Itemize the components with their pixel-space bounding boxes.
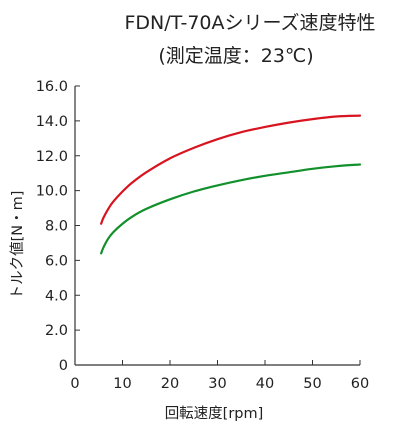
- chart-title: FDN/T-70Aシリーズ速度特性: [124, 12, 375, 34]
- y-tick-label: 10.0: [36, 184, 68, 200]
- y-tick-label: 16.0: [36, 79, 68, 95]
- y-tick-label: 6.0: [45, 253, 68, 269]
- axes: [74, 86, 360, 366]
- chart-subtitle: (測定温度：23℃): [158, 45, 313, 67]
- x-tick-label: 60: [351, 376, 369, 392]
- y-tick-label: 0: [59, 358, 68, 374]
- ticks: 0 10 20 30 40 50 60 0 2.0 4.0 6.0 8.0 10.0 12.0 14.0 16…: [36, 79, 370, 392]
- series-line-1: [100, 114, 362, 225]
- series-lines: [100, 114, 362, 255]
- y-tick-label: 2.0: [45, 323, 68, 339]
- x-tick-label: 20: [161, 376, 179, 392]
- x-axis-label: 回転速度[rpm]: [165, 405, 264, 422]
- x-tick-label: 30: [208, 376, 226, 392]
- y-tick-label: 4.0: [45, 288, 68, 304]
- x-tick-label: 0: [70, 376, 79, 392]
- series-line-2: [100, 163, 362, 255]
- x-tick-label: 40: [256, 376, 274, 392]
- y-tick-label: 8.0: [45, 219, 68, 235]
- y-axis-label: トルク値[N・m]: [9, 191, 26, 300]
- y-tick-label: 14.0: [36, 114, 68, 130]
- x-tick-label: 50: [303, 376, 321, 392]
- x-tick-label: 10: [113, 376, 131, 392]
- y-tick-label: 12.0: [36, 149, 68, 165]
